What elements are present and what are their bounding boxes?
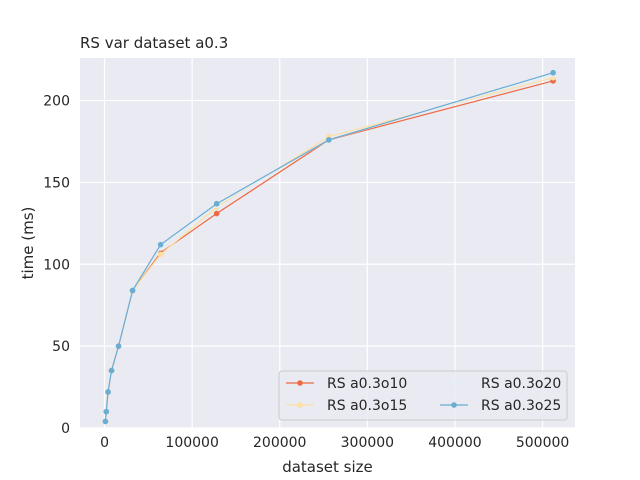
legend-label: RS a0.3o10 (327, 376, 407, 392)
legend-item: RS a0.3o25 (440, 398, 561, 414)
x-tick-label: 400000 (428, 435, 481, 451)
legend-frame (278, 370, 568, 421)
data-point (213, 210, 220, 217)
data-point (157, 251, 164, 258)
legend-item: RS a0.3o10 (286, 376, 407, 392)
legend-swatch-marker (297, 402, 303, 408)
data-point (108, 367, 115, 374)
x-tick-label: 100000 (165, 435, 218, 451)
data-point (213, 200, 220, 207)
legend: RS a0.3o10 RS a0.3o15 RS a0.3o20 RS a0.3o25 (278, 370, 568, 421)
chart-title: RS var dataset a0.3 (80, 34, 228, 52)
data-point (550, 69, 556, 76)
grid (80, 58, 575, 429)
y-axis-label: time (ms) (19, 207, 37, 280)
x-tick-label: 200000 (253, 435, 306, 451)
data-point (103, 408, 110, 415)
legend-item: RS a0.3o20 (440, 376, 561, 392)
data-point (105, 389, 111, 395)
legend-swatch-marker (451, 402, 457, 408)
legend-swatch-marker (451, 380, 457, 386)
legend-item: RS a0.3o15 (286, 398, 407, 414)
y-tick-label: 150 (43, 175, 70, 191)
series-line (104, 72, 554, 422)
legend-swatch-marker (297, 380, 303, 386)
series-4 (102, 69, 556, 425)
y-tick-label: 200 (43, 94, 70, 110)
x-tick-label: 300000 (341, 435, 394, 451)
x-tick-label: 0 (100, 435, 109, 451)
data-point (115, 343, 122, 349)
series-layer (102, 69, 556, 425)
data-point (102, 418, 109, 425)
y-tick-label: 100 (43, 257, 70, 273)
data-point (157, 241, 164, 248)
y-tick-label: 0 (61, 421, 70, 437)
data-point (326, 137, 332, 143)
x-axis-label: dataset size (282, 458, 373, 476)
data-point (129, 287, 136, 294)
y-tick-label: 50 (52, 339, 70, 355)
tick-labels: 0 100000 200000 300000 400000 500000 0 50 100 150… (43, 94, 569, 451)
legend-label: RS a0.3o20 (481, 376, 561, 392)
x-tick-label: 500000 (516, 435, 569, 451)
legend-label: RS a0.3o25 (481, 398, 561, 414)
legend-label: RS a0.3o15 (327, 398, 407, 414)
